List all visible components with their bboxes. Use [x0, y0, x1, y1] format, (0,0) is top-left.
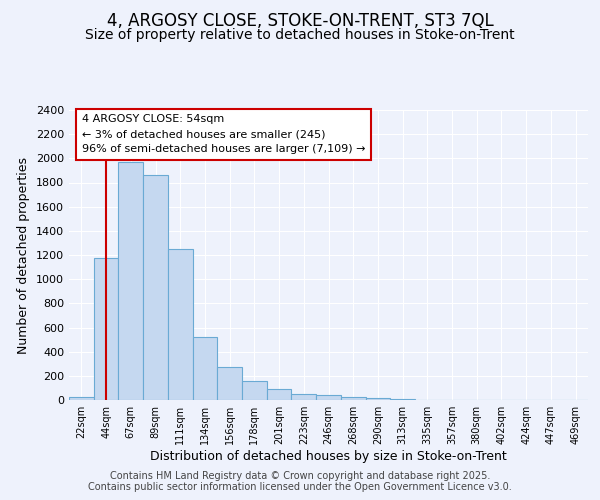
Bar [168, 249, 193, 400]
Bar [292, 394, 316, 400]
Bar [69, 398, 94, 400]
Bar [143, 176, 168, 400]
Bar [118, 162, 143, 400]
Bar [341, 397, 365, 400]
Bar [390, 399, 415, 400]
Bar [193, 336, 217, 400]
Bar [217, 367, 242, 400]
Text: 4, ARGOSY CLOSE, STOKE-ON-TRENT, ST3 7QL: 4, ARGOSY CLOSE, STOKE-ON-TRENT, ST3 7QL [107, 12, 493, 30]
Y-axis label: Number of detached properties: Number of detached properties [17, 156, 31, 354]
Bar [267, 390, 292, 400]
Text: 4 ARGOSY CLOSE: 54sqm
← 3% of detached houses are smaller (245)
96% of semi-deta: 4 ARGOSY CLOSE: 54sqm ← 3% of detached h… [82, 114, 365, 154]
Text: Size of property relative to detached houses in Stoke-on-Trent: Size of property relative to detached ho… [85, 28, 515, 42]
Bar [94, 258, 118, 400]
X-axis label: Distribution of detached houses by size in Stoke-on-Trent: Distribution of detached houses by size … [150, 450, 507, 463]
Bar [316, 395, 341, 400]
Text: Contains HM Land Registry data © Crown copyright and database right 2025.
Contai: Contains HM Land Registry data © Crown c… [88, 471, 512, 492]
Bar [242, 382, 267, 400]
Bar [365, 398, 390, 400]
